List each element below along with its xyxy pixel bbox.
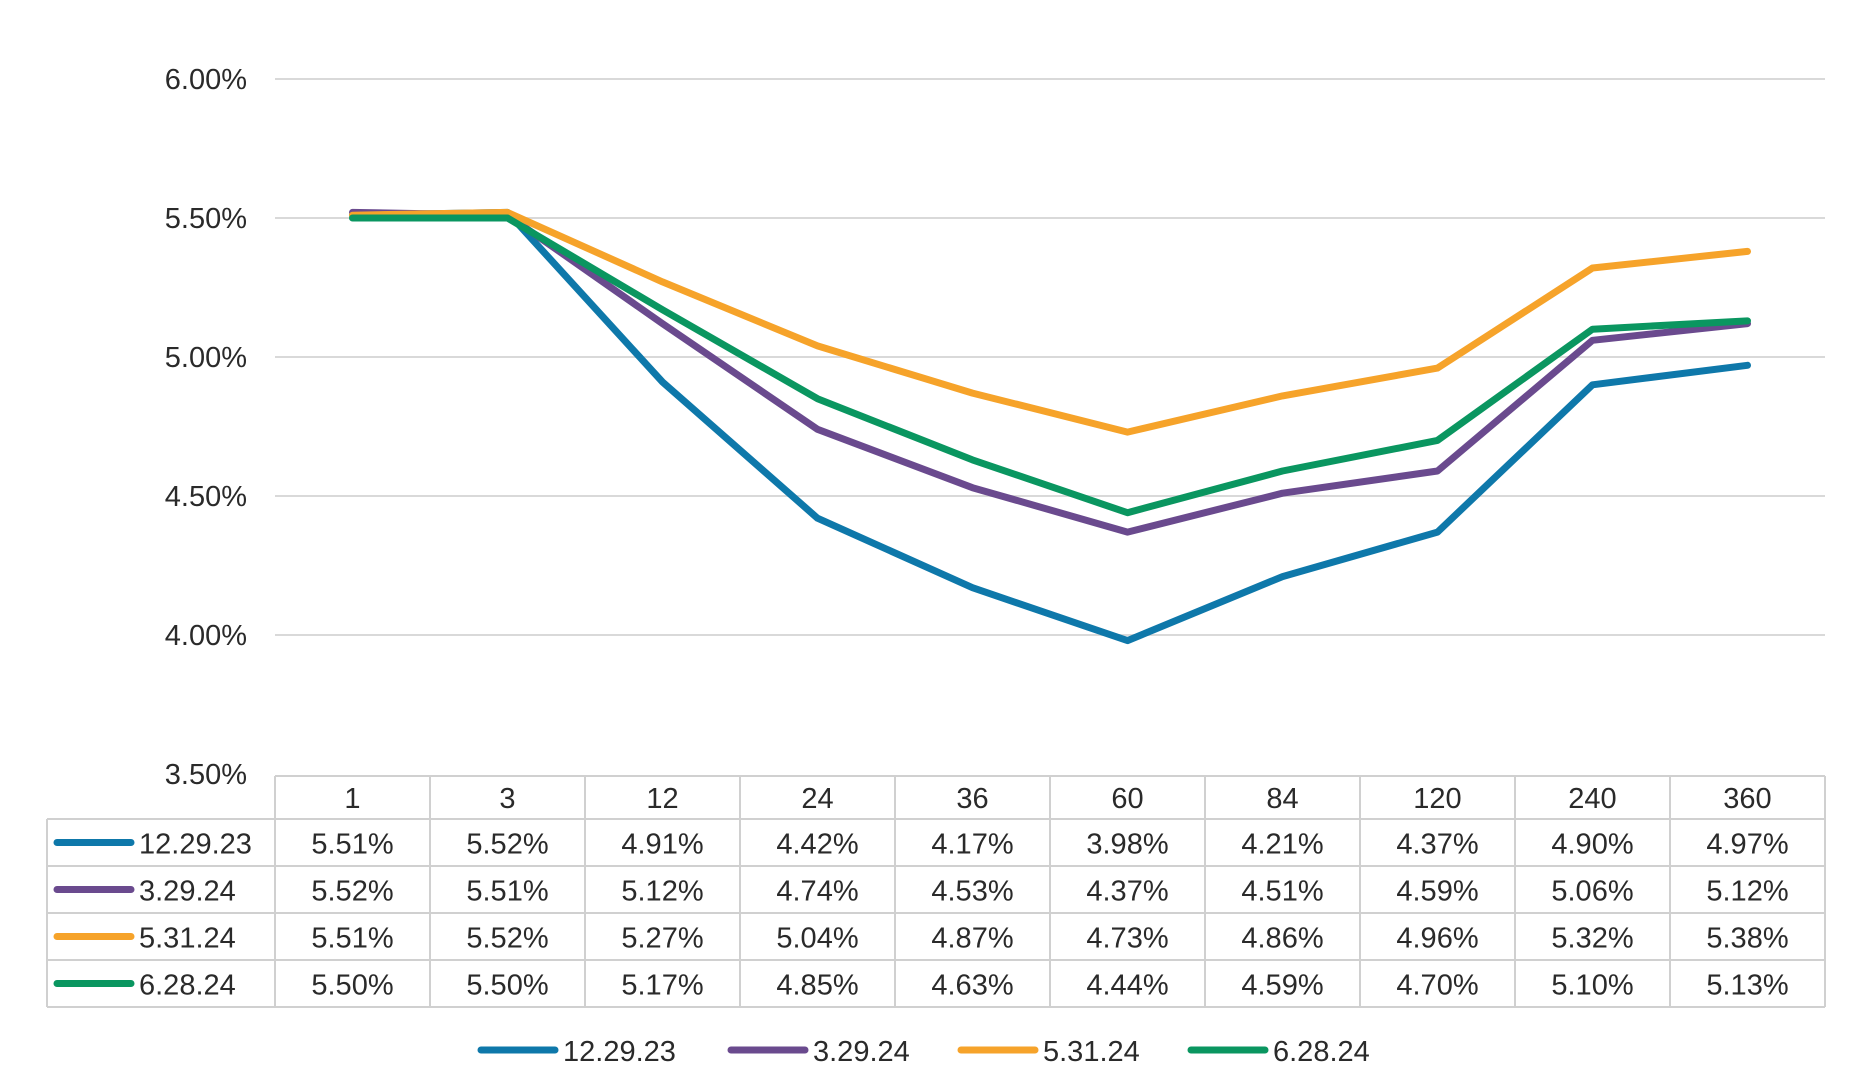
y-tick-label: 4.50% (165, 481, 247, 513)
table-cell-value: 4.70% (1396, 970, 1478, 1002)
x-category-label: 240 (1568, 783, 1616, 815)
table-row-label: 6.28.24 (139, 970, 236, 1002)
x-category-label: 120 (1413, 783, 1461, 815)
x-category-label: 1 (344, 783, 360, 815)
y-tick-label: 3.50% (165, 759, 247, 791)
table-row-label: 5.31.24 (139, 923, 236, 955)
table-cell-value: 5.32% (1551, 923, 1633, 955)
table-cell-value: 5.17% (621, 970, 703, 1002)
x-category-label: 24 (801, 783, 833, 815)
table-cell-value: 5.27% (621, 923, 703, 955)
table-cell-value: 4.87% (931, 923, 1013, 955)
y-tick-label: 6.00% (165, 64, 247, 96)
x-category-label: 84 (1266, 783, 1298, 815)
table-cell-value: 5.52% (466, 829, 548, 861)
series-line-5.31.24 (349, 208, 1751, 436)
table-cell-value: 5.50% (311, 970, 393, 1002)
series-line-3.29.24 (349, 208, 1751, 536)
table-cell-value: 4.37% (1086, 876, 1168, 908)
table-cell-value: 4.17% (931, 829, 1013, 861)
table-cell-value: 5.10% (1551, 970, 1633, 1002)
table-cell-value: 4.63% (931, 970, 1013, 1002)
legend-label: 5.31.24 (1043, 1036, 1140, 1068)
table-cell-value: 4.21% (1241, 829, 1323, 861)
series-lines (349, 208, 1751, 645)
table-cell-value: 4.42% (776, 829, 858, 861)
table-cell-value: 4.59% (1396, 876, 1478, 908)
legend: 12.29.23 3.29.24 5.31.24 6.28.24 (477, 1036, 1370, 1068)
y-tick-label: 5.00% (165, 342, 247, 374)
table-cell-value: 4.85% (776, 970, 858, 1002)
table-cell-value: 4.53% (931, 876, 1013, 908)
table-cell-value: 4.86% (1241, 923, 1323, 955)
table-cell-value: 4.59% (1241, 970, 1323, 1002)
table-cell-value: 4.74% (776, 876, 858, 908)
series-line-12.29.23 (349, 208, 1751, 645)
gridlines (275, 78, 1825, 636)
legend-label: 3.29.24 (813, 1036, 910, 1068)
y-axis-tick-labels: 6.00% 5.50% 5.00% 4.50% 4.00% 3.50% (165, 64, 247, 791)
table-cell-value: 5.52% (466, 923, 548, 955)
y-tick-label: 4.00% (165, 620, 247, 652)
table-cell-value: 5.50% (466, 970, 548, 1002)
table-cell-value: 5.38% (1706, 923, 1788, 955)
legend-label: 12.29.23 (563, 1036, 676, 1068)
table-cell-value: 4.44% (1086, 970, 1168, 1002)
table-cell-value: 3.98% (1086, 829, 1168, 861)
table-cell-value: 5.13% (1706, 970, 1788, 1002)
table-cell-value: 4.73% (1086, 923, 1168, 955)
table-cell-value: 5.51% (311, 829, 393, 861)
x-category-label: 60 (1111, 783, 1143, 815)
y-tick-label: 5.50% (165, 203, 247, 235)
table-cell-value: 5.51% (466, 876, 548, 908)
table-row-label: 12.29.23 (139, 829, 252, 861)
table-cell-value: 5.04% (776, 923, 858, 955)
table-cell-value: 4.51% (1241, 876, 1323, 908)
table-cell-value: 5.51% (311, 923, 393, 955)
table-cell-value: 5.12% (1706, 876, 1788, 908)
table-cell-value: 4.90% (1551, 829, 1633, 861)
x-category-label: 36 (956, 783, 988, 815)
table-cell-value: 5.06% (1551, 876, 1633, 908)
table-row-label: 3.29.24 (139, 876, 236, 908)
legend-label: 6.28.24 (1273, 1036, 1370, 1068)
table-cell-value: 5.12% (621, 876, 703, 908)
data-table: 1 3 12 24 36 60 84 120 240 360 12.29.23 5.51% 5.52% 4… (46, 775, 1826, 1008)
x-category-label: 360 (1723, 783, 1771, 815)
table-cell-value: 4.97% (1706, 829, 1788, 861)
x-category-label: 12 (646, 783, 678, 815)
table-cell-value: 4.96% (1396, 923, 1478, 955)
x-category-label: 3 (499, 783, 515, 815)
table-cell-value: 5.52% (311, 876, 393, 908)
table-cell-value: 4.37% (1396, 829, 1478, 861)
table-cell-value: 4.91% (621, 829, 703, 861)
series-line-6.28.24 (349, 214, 1751, 517)
